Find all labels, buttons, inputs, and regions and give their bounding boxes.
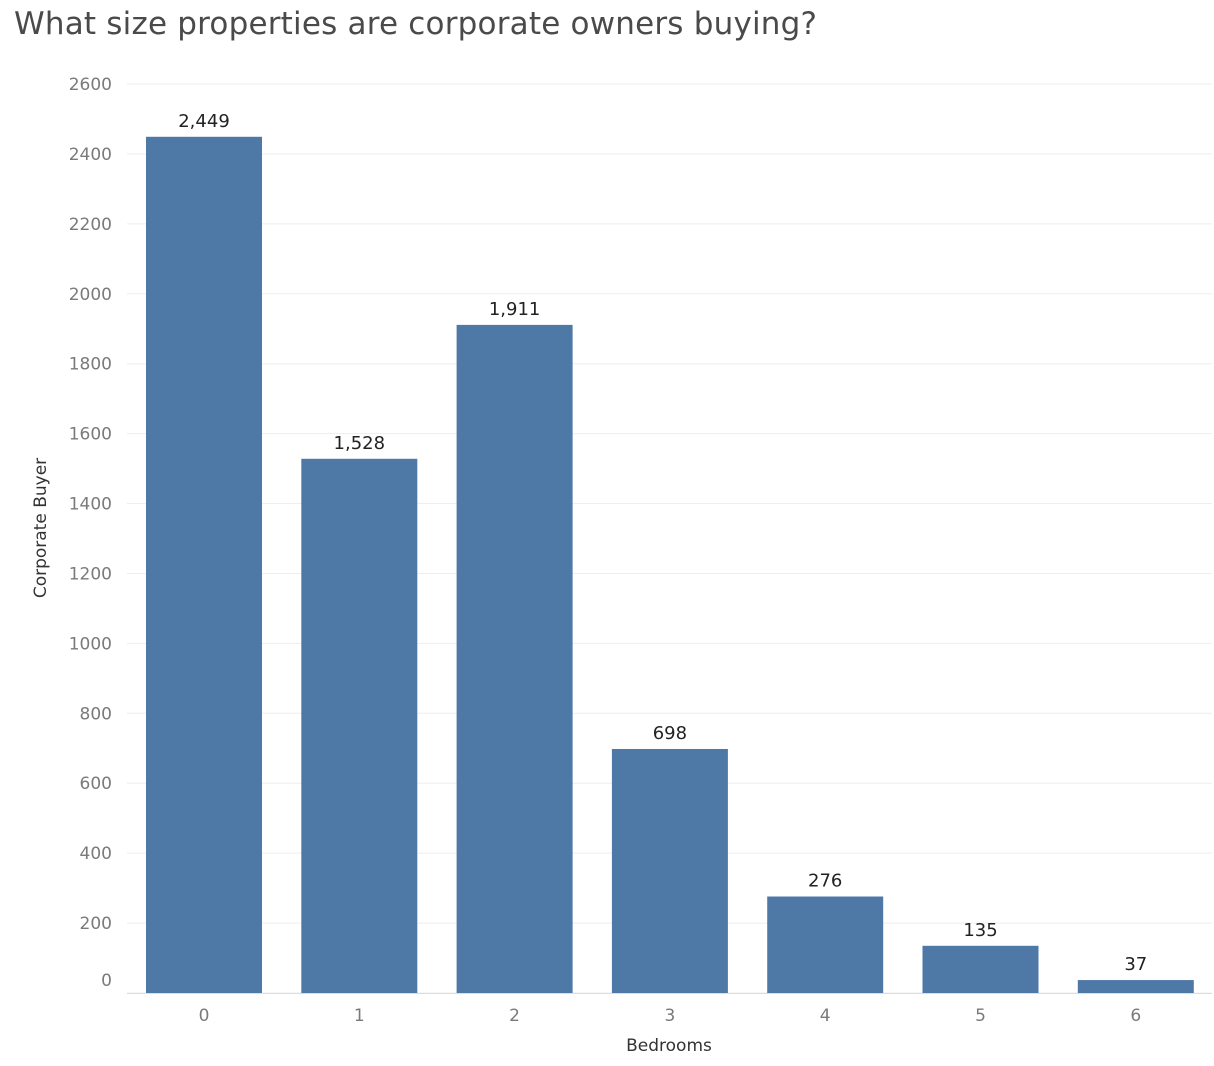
y-tick-label: 600 [80, 774, 112, 794]
x-tick-label: 1 [354, 1006, 365, 1026]
y-tick-label: 0 [101, 971, 112, 991]
data-label: 1,528 [334, 433, 386, 454]
data-label: 135 [963, 920, 997, 941]
x-tick-label: 2 [509, 1006, 520, 1026]
y-tick-label: 2000 [69, 285, 112, 305]
bar-bedrooms-2 [456, 324, 573, 993]
y-tick-label: 200 [80, 914, 112, 934]
bar-bedrooms-6 [1077, 980, 1194, 993]
y-axis-ticks: 0 200 400 600 800 1000 1200 1400 1600 1800 2000 220… [69, 75, 112, 991]
bars [146, 136, 1194, 993]
data-label: 276 [808, 871, 842, 892]
chart-title: What size properties are corporate owner… [14, 6, 818, 42]
bar-bedrooms-0 [146, 136, 262, 993]
data-label: 37 [1124, 954, 1147, 975]
x-axis-ticks: 0 1 2 3 4 5 6 [199, 1006, 1142, 1026]
bar-bedrooms-3 [611, 748, 728, 993]
data-label: 1,911 [489, 299, 541, 320]
y-tick-label: 800 [80, 704, 112, 724]
y-tick-label: 1000 [69, 634, 112, 654]
y-tick-label: 1200 [69, 564, 112, 584]
y-tick-label: 400 [80, 844, 112, 864]
x-tick-label: 6 [1130, 1006, 1141, 1026]
bar-bedrooms-5 [922, 945, 1039, 993]
x-axis-title: Bedrooms [626, 1036, 712, 1056]
x-tick-label: 5 [975, 1006, 986, 1026]
x-tick-label: 3 [664, 1006, 675, 1026]
data-label: 698 [653, 723, 687, 744]
bar-bedrooms-4 [767, 896, 884, 993]
data-label: 2,449 [178, 111, 230, 132]
y-tick-label: 2200 [69, 215, 112, 235]
y-tick-label: 1600 [69, 425, 112, 445]
y-tick-label: 1800 [69, 355, 112, 375]
y-tick-label: 2400 [69, 145, 112, 165]
y-tick-label: 1400 [69, 495, 112, 515]
y-tick-label: 2600 [69, 75, 112, 95]
bar-bedrooms-1 [301, 458, 418, 993]
y-axis-title: Corporate Buyer [31, 458, 51, 598]
data-labels: 2,449 1,528 1,911 698 276 135 37 [178, 111, 1147, 975]
x-tick-label: 4 [820, 1006, 831, 1026]
x-tick-label: 0 [199, 1006, 210, 1026]
